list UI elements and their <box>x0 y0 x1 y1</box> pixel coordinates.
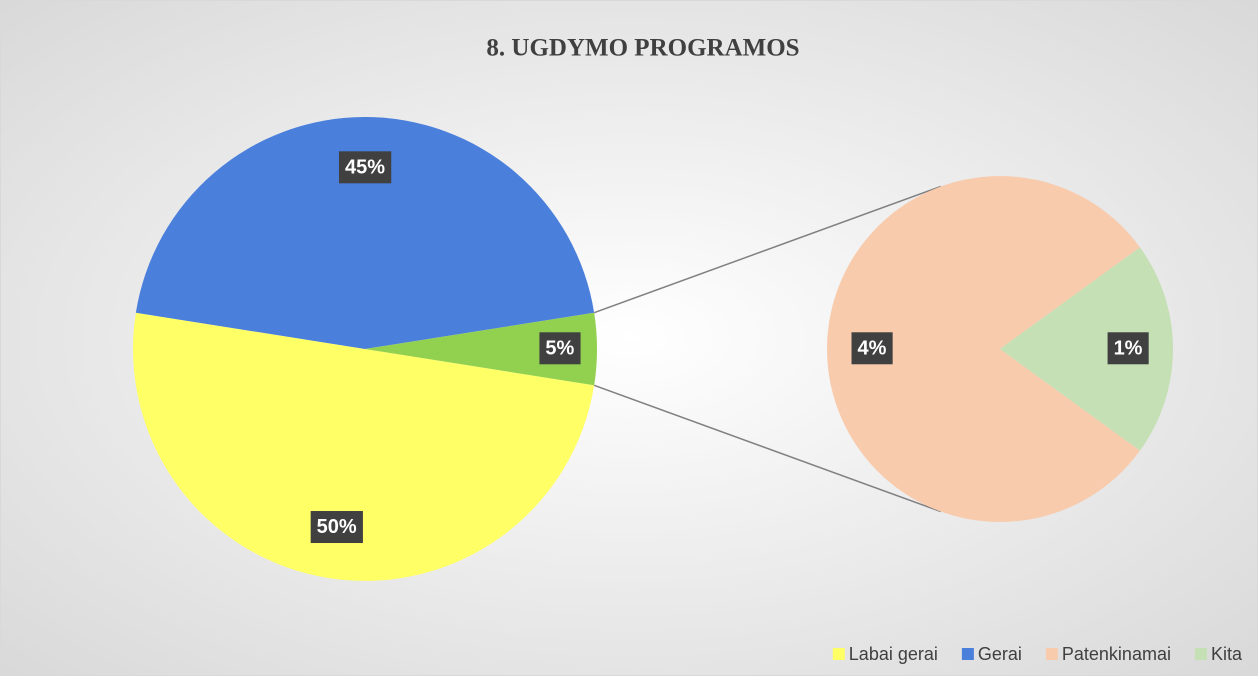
connectors <box>593 185 942 513</box>
legend-label: Patenkinamai <box>1062 644 1171 664</box>
data-label-box <box>539 332 581 365</box>
legend-swatch <box>1045 648 1058 660</box>
data-label-box <box>851 332 893 365</box>
pie-slice <box>135 117 595 349</box>
legend-entry: Labai gerai <box>832 644 938 664</box>
legend-swatch <box>1194 648 1207 660</box>
data-label-text: 1% <box>1114 337 1143 359</box>
chart-title: 8. UGDYMO PROGRAMOS <box>486 35 799 62</box>
data-label: 45% <box>338 151 392 184</box>
legend-entry: Gerai <box>961 644 1022 664</box>
legend-label: Gerai <box>978 644 1022 664</box>
pie-slice <box>365 312 597 386</box>
legend-swatch <box>832 648 845 660</box>
legend: Labai gerai Gerai Patenkinamai Kita <box>832 644 1243 664</box>
connector <box>593 384 942 513</box>
data-label: 50% <box>310 511 363 544</box>
pies <box>133 117 1173 581</box>
legend-entry: Patenkinamai <box>1045 644 1171 664</box>
labels: 50% 45% 5% 4% 1% <box>310 151 1149 544</box>
pie-slice <box>827 176 1140 522</box>
data-label: 4% <box>851 332 893 365</box>
legend-label: Kita <box>1211 644 1243 664</box>
data-label-text: 45% <box>345 156 385 178</box>
legend-label: Labai gerai <box>849 644 938 664</box>
legend-swatch <box>961 648 974 660</box>
connector <box>593 185 942 314</box>
data-label-text: 50% <box>317 516 357 538</box>
data-label-box <box>338 151 392 184</box>
legend-entry: Kita <box>1194 644 1243 664</box>
data-label: 5% <box>539 332 581 365</box>
data-label: 1% <box>1107 332 1149 365</box>
pie-slice <box>133 312 595 581</box>
data-label-text: 5% <box>545 337 574 359</box>
pie-slice <box>1000 247 1173 451</box>
data-label-box <box>310 511 363 544</box>
data-label-text: 4% <box>858 337 887 359</box>
data-label-box <box>1107 332 1149 365</box>
